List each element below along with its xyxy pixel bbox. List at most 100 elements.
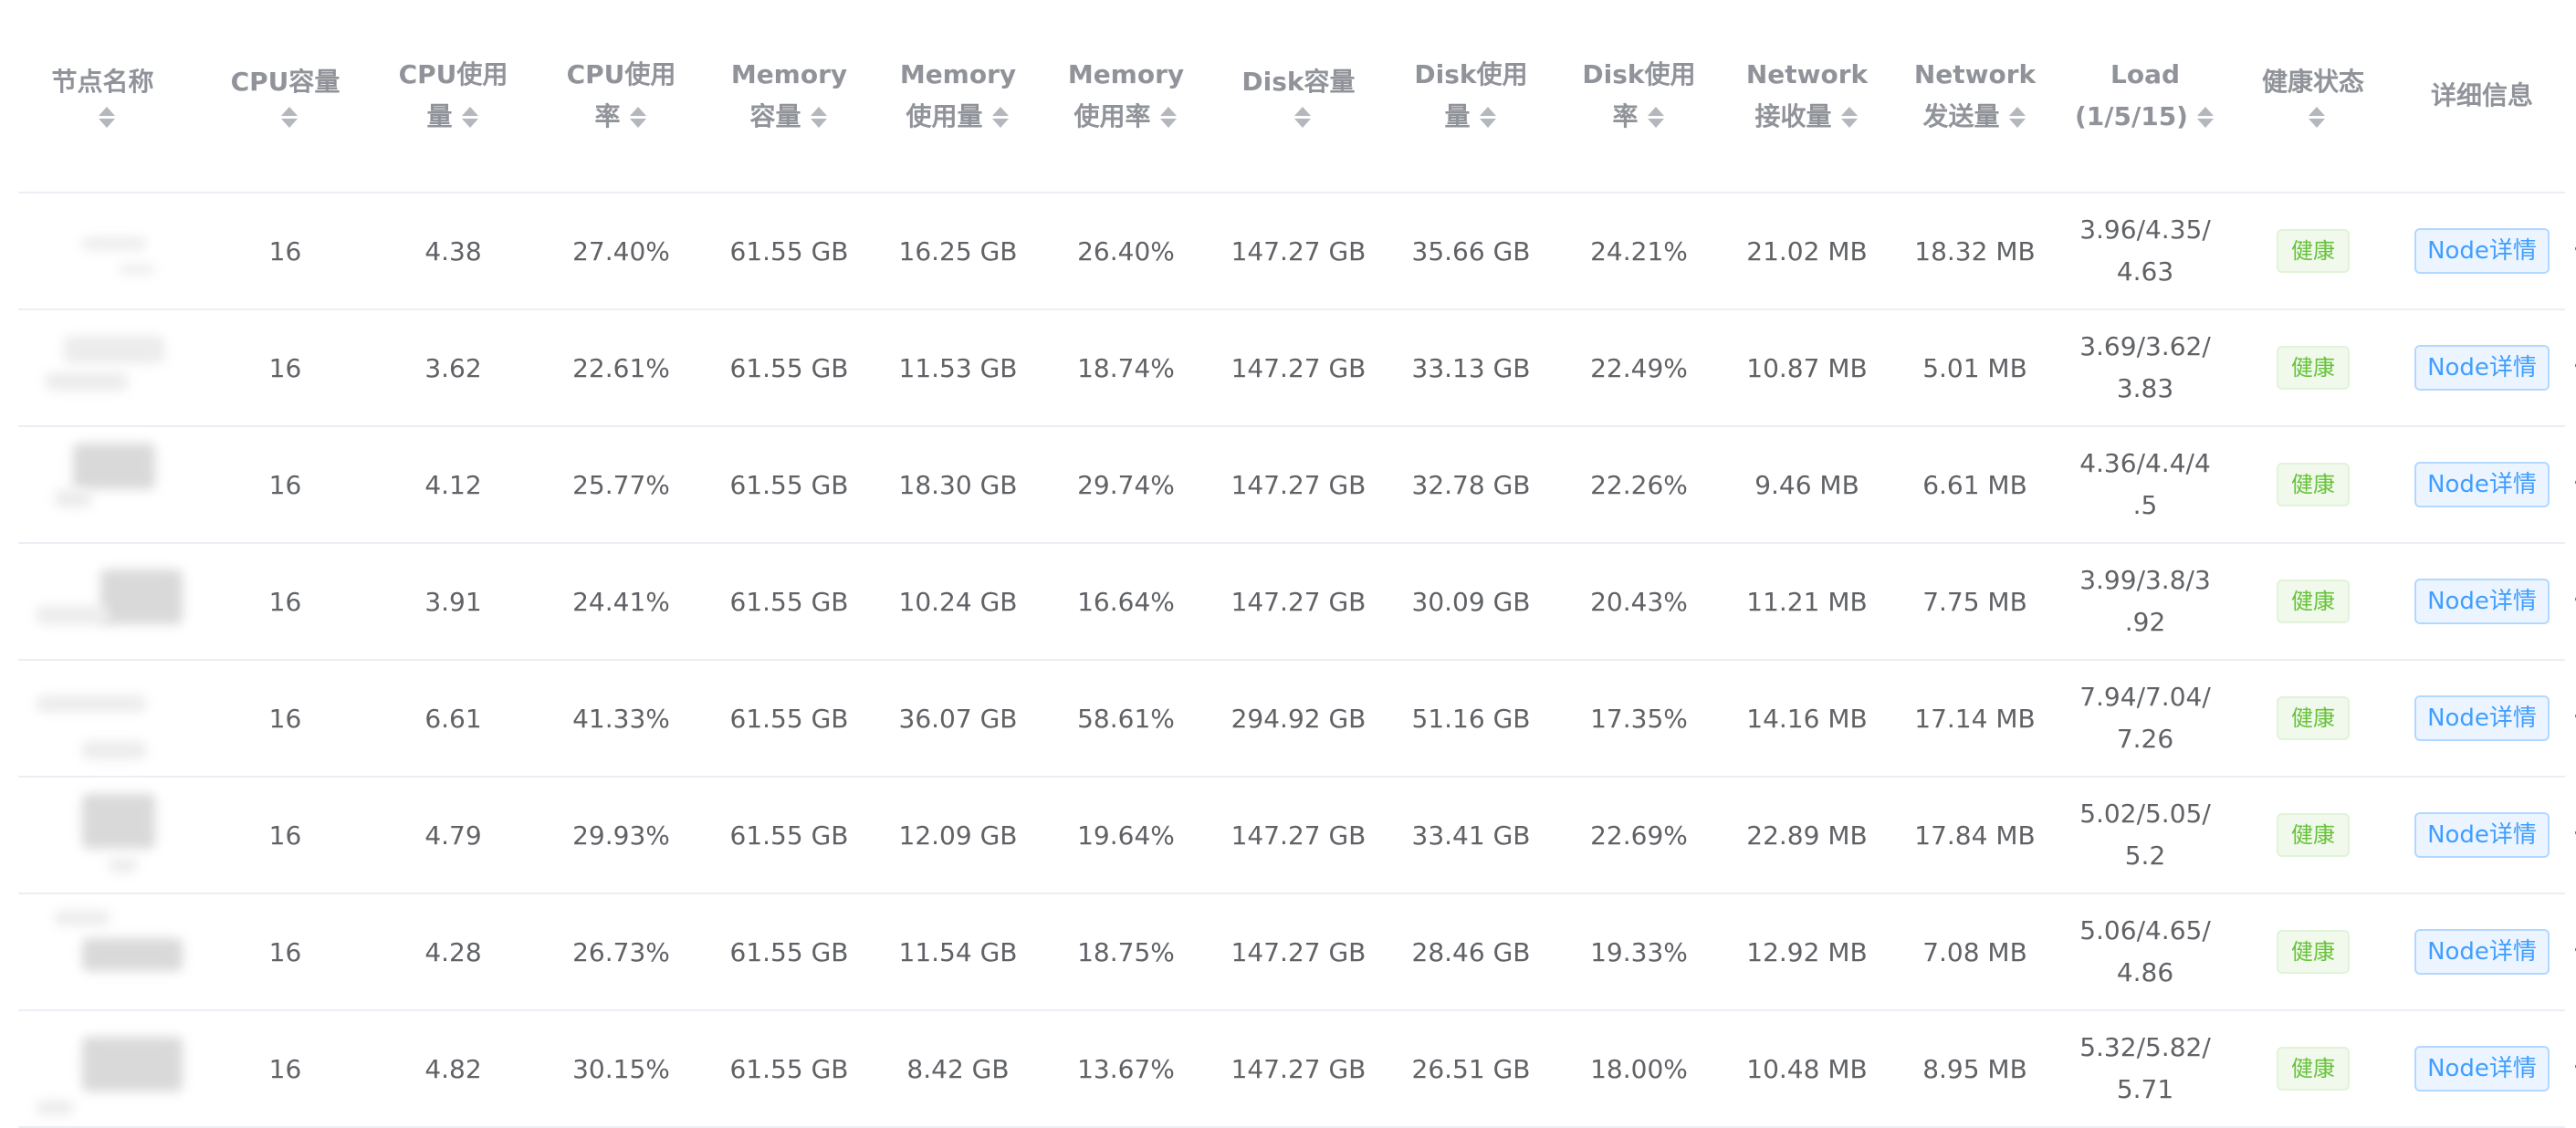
sort-ascending-icon[interactable] (2008, 106, 2026, 116)
cell-load: 5.06/4.65/ 4.86 (2079, 915, 2211, 987)
header-network-sent[interactable]: Network 发送量 (1890, 0, 2059, 192)
sort-caret-icon[interactable] (97, 103, 117, 131)
sort-caret-icon[interactable] (1158, 103, 1178, 131)
sort-descending-icon[interactable] (280, 118, 298, 128)
cell-cpu-used: 4.28 (424, 936, 482, 967)
sort-caret-icon[interactable] (628, 103, 648, 131)
sort-descending-icon[interactable] (2196, 118, 2214, 128)
header-memory-capacity[interactable]: Memory 容量 (705, 0, 874, 192)
redaction-blur (119, 265, 155, 274)
cell-health-status: 健康 (2231, 193, 2395, 308)
sort-ascending-icon[interactable] (1840, 106, 1858, 116)
header-load[interactable]: Load (1/5/15) (2058, 0, 2232, 192)
header-disk-usage-rate[interactable]: Disk使用率 (1555, 0, 1723, 192)
cell-cpu-capacity: 16 (268, 820, 302, 851)
header-cpu-capacity[interactable]: CPU容量 (201, 0, 370, 192)
sort-ascending-icon[interactable] (461, 106, 478, 116)
sort-ascending-icon[interactable] (810, 106, 827, 116)
cell-details: Node详情 (2395, 427, 2576, 542)
node-detail-button[interactable]: Node详情 (2414, 462, 2550, 507)
table-row: 16 4.12 25.77% 61.55 GB 18.30 GB 29.74% 147.27… (18, 427, 2576, 544)
sort-ascending-icon[interactable] (98, 106, 115, 116)
cell-network-received: 12.92 MB (1746, 936, 1868, 967)
sort-caret-icon[interactable] (2007, 103, 2027, 131)
sort-caret-icon[interactable] (809, 103, 829, 131)
sort-descending-icon[interactable] (1647, 118, 1664, 128)
cell-memory-usage-rate: 26.40% (1077, 235, 1175, 266)
redaction-blur (37, 1101, 73, 1115)
health-status-badge: 健康 (2277, 696, 2350, 740)
cell-cpu-used: 4.38 (424, 235, 482, 266)
cell-network-received: 10.87 MB (1746, 352, 1868, 383)
sort-descending-icon[interactable] (629, 118, 646, 128)
header-cpu-used[interactable]: CPU使用量 (369, 0, 538, 192)
header-health-status[interactable]: 健康状态 (2231, 0, 2395, 192)
cell-cpu-capacity: 16 (268, 936, 302, 967)
node-detail-button[interactable]: Node详情 (2414, 228, 2550, 274)
sort-ascending-icon[interactable] (2196, 106, 2214, 116)
redaction-blur (100, 569, 183, 624)
sort-ascending-icon[interactable] (2309, 106, 2325, 116)
node-detail-button[interactable]: Node详情 (2414, 929, 2550, 975)
cell-cpu-usage-rate: 25.77% (572, 469, 670, 500)
node-detail-button[interactable]: Node详情 (2414, 345, 2550, 391)
header-network-received[interactable]: Network 接收量 (1723, 0, 1891, 192)
sort-caret-icon[interactable] (990, 103, 1011, 131)
sort-descending-icon[interactable] (1293, 118, 1311, 128)
sort-descending-icon[interactable] (1840, 118, 1858, 128)
node-detail-button[interactable]: Node详情 (2414, 579, 2550, 624)
sort-ascending-icon[interactable] (1647, 106, 1664, 116)
header-label: 接收量 (1754, 101, 1832, 131)
cell-disk-used: 35.66 GB (1411, 235, 1531, 266)
sort-descending-icon[interactable] (98, 118, 115, 128)
sort-ascending-icon[interactable] (280, 106, 298, 116)
cell-network-received: 10.48 MB (1746, 1053, 1868, 1084)
sort-caret-icon[interactable] (1478, 103, 1498, 131)
sort-caret-icon[interactable] (1293, 103, 1313, 131)
table-row: 16 3.91 24.41% 61.55 GB 10.24 GB 16.64% 147.27… (18, 544, 2576, 661)
sort-caret-icon[interactable] (460, 103, 480, 131)
header-label: CPU使用 (566, 59, 676, 89)
table-row: 16 4.28 26.73% 61.55 GB 11.54 GB 18.75% 147.27… (18, 894, 2576, 1011)
cell-health-status: 健康 (2231, 310, 2395, 425)
header-label: Memory (1067, 59, 1185, 89)
cell-disk-capacity: 147.27 GB (1230, 936, 1367, 967)
node-name-redacted (27, 785, 201, 885)
sort-ascending-icon[interactable] (1479, 106, 1496, 116)
sort-caret-icon[interactable] (2195, 103, 2215, 131)
cell-cpu-capacity: 16 (268, 352, 302, 383)
sort-ascending-icon[interactable] (1159, 106, 1177, 116)
header-cpu-usage-rate[interactable]: CPU使用率 (537, 0, 706, 192)
node-detail-button[interactable]: Node详情 (2414, 695, 2550, 741)
node-detail-button[interactable]: Node详情 (2414, 812, 2550, 858)
header-disk-capacity[interactable]: Disk容量 (1209, 0, 1387, 192)
sort-caret-icon[interactable] (2307, 103, 2327, 131)
cell-health-status: 健康 (2231, 1011, 2395, 1126)
sort-descending-icon[interactable] (461, 118, 478, 128)
sort-descending-icon[interactable] (991, 118, 1009, 128)
sort-caret-icon[interactable] (279, 103, 299, 131)
sort-caret-icon[interactable] (1646, 103, 1666, 131)
node-name-redacted (27, 551, 201, 652)
sort-descending-icon[interactable] (810, 118, 827, 128)
sort-descending-icon[interactable] (1479, 118, 1496, 128)
cell-cpu-usage-rate: 27.40% (572, 235, 670, 266)
cell-memory-usage-rate: 18.74% (1077, 352, 1175, 383)
sort-descending-icon[interactable] (2008, 118, 2026, 128)
header-label: 使用率 (1073, 101, 1151, 131)
header-disk-used[interactable]: Disk使用量 (1387, 0, 1555, 192)
cell-cpu-usage-rate: 22.61% (572, 352, 670, 383)
node-detail-button[interactable]: Node详情 (2414, 1046, 2550, 1091)
table-row: 16 4.79 29.93% 61.55 GB 12.09 GB 19.64% 147.27… (18, 778, 2576, 894)
cell-network-sent: 7.08 MB (1922, 936, 2027, 967)
header-memory-used[interactable]: Memory 使用量 (874, 0, 1042, 192)
header-memory-usage-rate[interactable]: Memory 使用率 (1042, 0, 1210, 192)
sort-ascending-icon[interactable] (1293, 106, 1311, 116)
sort-descending-icon[interactable] (1159, 118, 1177, 128)
header-label: 节点名称 (51, 67, 154, 97)
sort-descending-icon[interactable] (2309, 118, 2325, 128)
sort-caret-icon[interactable] (1839, 103, 1859, 131)
header-node-name[interactable]: 节点名称 (18, 0, 187, 192)
sort-ascending-icon[interactable] (991, 106, 1009, 116)
sort-ascending-icon[interactable] (629, 106, 646, 116)
